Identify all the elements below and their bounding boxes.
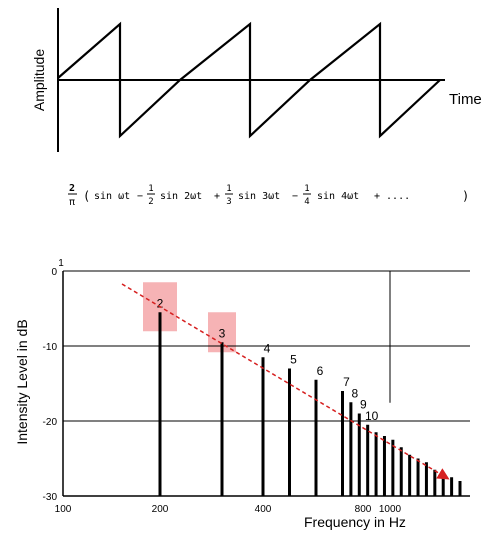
harmonic-label-4: 4: [264, 341, 271, 355]
formula-term-3: sin 3ωt: [238, 191, 280, 202]
formula-operator-3: −: [292, 191, 298, 202]
formula-term-2: sin 2ωt: [160, 191, 202, 202]
formula-fraction-1-numerator: 1: [148, 184, 153, 194]
harmonic-bars: [158, 312, 462, 496]
y-tick-label-1: -10: [43, 342, 58, 353]
harmonic-label-10: 10: [365, 409, 379, 423]
sawtooth-waveform-panel: Amplitude Time: [31, 8, 482, 152]
trend-arrow-line: [121, 283, 450, 480]
waveform-amplitude-label: Amplitude: [31, 49, 47, 111]
harmonic-label-9: 9: [360, 398, 367, 412]
x-tick-label-2: 400: [255, 504, 272, 515]
sawtooth-wave: [57, 21, 441, 139]
formula-term-4: sin 4ωt: [317, 191, 359, 202]
formula-fraction-3-numerator: 1: [304, 184, 309, 194]
chart-x-axis-label: Frequency in Hz: [304, 514, 406, 530]
formula-fraction-2-numerator: 1: [226, 184, 231, 194]
x-tick-label-4: 1000: [379, 504, 402, 515]
y-tick-label-0: 0: [51, 267, 57, 278]
formula-lead-denominator: π: [69, 197, 75, 208]
x-tick-label-3: 800: [355, 504, 372, 515]
chart-fundamental-label: 1: [58, 258, 64, 269]
x-tick-label-0: 100: [55, 504, 72, 515]
y-tick-label-3: -30: [43, 492, 58, 503]
formula-fraction-3-denominator: 4: [304, 197, 309, 207]
x-tick-label-1: 200: [152, 504, 169, 515]
fourier-series-formula: 2 π ( sin ωt − 1 2 sin 2ωt + 1 3 sin 3ωt…: [68, 183, 469, 208]
waveform-time-label: Time: [449, 91, 482, 108]
formula-operator-2: +: [214, 191, 220, 202]
harmonic-highlights: [143, 282, 236, 353]
harmonic-label-8: 8: [352, 386, 359, 400]
chart-y-tick-labels: 0 -10 -20 -30: [43, 267, 58, 503]
formula-tail: + ....: [374, 191, 410, 202]
formula-open-paren: (: [83, 189, 90, 203]
harmonic-label-5: 5: [290, 353, 297, 367]
formula-fraction-2-denominator: 3: [226, 197, 231, 207]
formula-fraction-1-denominator: 2: [148, 197, 153, 207]
formula-lead-numerator: 2: [69, 183, 75, 194]
formula-term-1: sin ωt: [94, 191, 130, 202]
harmonic-label-2: 2: [157, 296, 164, 310]
harmonic-label-7: 7: [343, 375, 350, 389]
harmonic-spectrum-chart: 0-10-20-30 100 200 400 800 1000 1 2345678910…: [14, 258, 470, 530]
harmonic-label-3: 3: [219, 326, 226, 340]
chart-y-axis-label: Intensity Level in dB: [14, 319, 30, 444]
harmonic-label-6: 6: [317, 364, 324, 378]
formula-close-paren: ): [462, 189, 469, 203]
decay-trend: [121, 283, 450, 480]
chart-x-tick-labels: 100 200 400 800 1000: [55, 504, 402, 515]
y-tick-label-2: -20: [43, 417, 58, 428]
formula-operator-1: −: [137, 191, 143, 202]
